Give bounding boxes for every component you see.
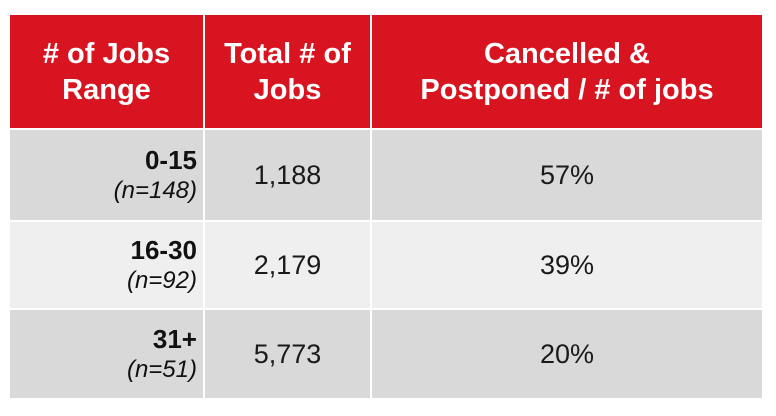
cancelled-ratio: 39% xyxy=(372,222,762,308)
range: 31+ xyxy=(152,324,197,354)
total-jobs: 1,188 xyxy=(205,130,370,220)
range-cell: 0-15 (n=148) xyxy=(10,130,203,220)
sample-size: (n=148) xyxy=(113,177,197,204)
cancelled-ratio: 57% xyxy=(372,130,762,220)
cancelled-ratio: 20% xyxy=(372,310,762,398)
table: # of Jobs Range Total # of Jobs Cancelle… xyxy=(10,15,762,398)
header-cell: Cancelled & Postponed / # of jobs xyxy=(372,15,762,128)
range: 0-15 xyxy=(144,145,197,175)
range: 16-30 xyxy=(130,235,198,265)
range-cell: 16-30 (n=92) xyxy=(10,222,203,308)
sample-size: (n=51) xyxy=(126,356,197,383)
header-cell: # of Jobs Range xyxy=(10,15,203,128)
header-cell: Total # of Jobs xyxy=(205,15,370,128)
sample-size: (n=92) xyxy=(126,267,197,294)
total-jobs: 2,179 xyxy=(205,222,370,308)
range-cell: 31+ (n=51) xyxy=(10,310,203,398)
total-jobs: 5,773 xyxy=(205,310,370,398)
